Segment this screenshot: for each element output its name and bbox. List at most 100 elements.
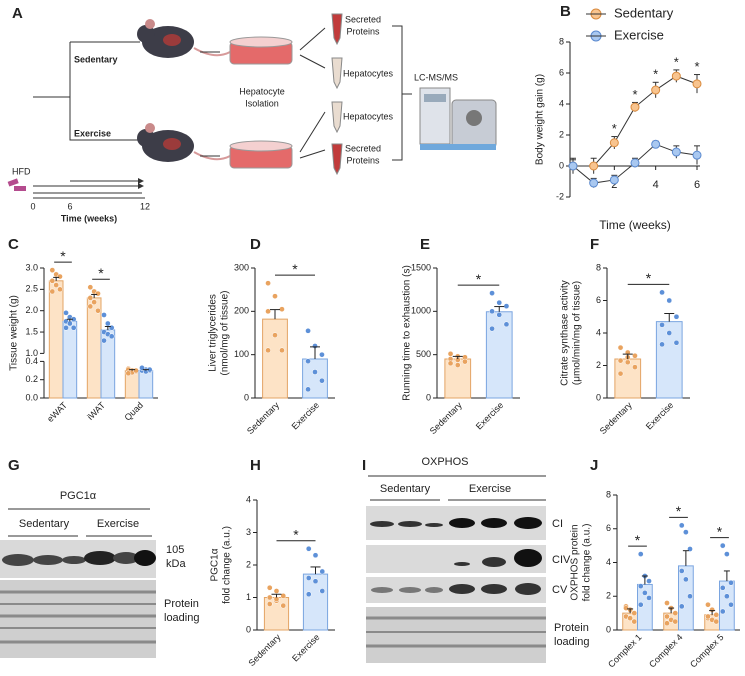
y-tick-label: 6 (606, 523, 611, 533)
panel-label: H (250, 457, 261, 474)
data-point (489, 325, 495, 332)
y-tick-label: 0 (244, 392, 249, 402)
bar (48, 280, 64, 399)
group-label: Sedentary (74, 54, 118, 64)
dish (229, 140, 293, 169)
y-tick-label: 500 (416, 349, 431, 359)
data-point (724, 551, 730, 557)
y-axis-label: fold change (a.u.) (222, 526, 233, 604)
x-tick-label: Exercise (474, 400, 505, 431)
y-axis-label: Liver triglycerides (208, 294, 219, 372)
y-tick-label: 6 (596, 295, 601, 305)
x-tick-label: Exercise (290, 400, 321, 431)
legend-label: Exercise (614, 27, 664, 42)
marker (671, 147, 681, 157)
data-point (87, 303, 94, 310)
data-point (49, 267, 56, 273)
data-point (447, 350, 454, 357)
x-tick-label: 4 (653, 179, 659, 191)
y-axis-label: Citrate synthase activity (560, 280, 571, 386)
group-label: Sedentary (380, 483, 431, 495)
data-point (659, 289, 665, 296)
data-point (672, 610, 679, 616)
y-tick-label: 3 (246, 527, 251, 537)
panel-label: J (590, 457, 598, 474)
data-point (108, 324, 115, 331)
loading-label: loading (554, 636, 589, 648)
y-tick-label: 4 (559, 98, 564, 108)
marker (609, 175, 619, 185)
data-point (642, 590, 648, 596)
data-point (687, 593, 693, 600)
data-point (265, 280, 271, 287)
output-label: Hepatocytes (343, 111, 394, 121)
data-point (101, 312, 107, 318)
data-point (637, 551, 644, 557)
marker (692, 150, 702, 160)
y-axis-label: fold change (a.u.) (582, 524, 593, 602)
x-tick-label: Complex 5 (688, 632, 725, 669)
marker (589, 161, 599, 171)
diet-label: HFD (12, 166, 31, 176)
data-point (489, 308, 495, 315)
panel-label: D (250, 236, 261, 253)
marker (630, 158, 640, 168)
data-point (705, 613, 711, 620)
y-tick-label: 6 (559, 67, 564, 77)
time-tick: 6 (67, 201, 72, 211)
loading-strip (366, 607, 546, 663)
y-tick-label: 0.4 (25, 356, 38, 366)
y-tick-label: 1000 (411, 306, 431, 316)
data-point (724, 593, 730, 600)
group-label: Exercise (97, 518, 139, 530)
data-point (617, 370, 624, 377)
y-axis-label: (μmol/min/mg of tissue) (572, 281, 583, 385)
data-point (617, 357, 624, 364)
data-point (319, 588, 326, 594)
y-tick-label: 0.0 (25, 392, 38, 402)
data-point (719, 608, 726, 615)
data-point (631, 618, 638, 625)
data-point (57, 273, 63, 280)
data-point (496, 299, 503, 306)
data-point (646, 595, 652, 601)
data-point (139, 364, 145, 371)
blot-panel: G PGC1α Sedentary Exercise 105 kDa Prote… (0, 457, 199, 658)
y-tick-label: 300 (234, 262, 249, 272)
data-point (664, 613, 670, 620)
panel-label: C (8, 236, 19, 253)
tube (331, 13, 343, 46)
instrument-label: LC-MS/MS (414, 72, 458, 82)
bands (370, 517, 542, 595)
data-point (637, 601, 644, 608)
data-point (87, 284, 94, 291)
diet-icon (7, 178, 19, 187)
data-point (280, 602, 287, 609)
output-label: Proteins (346, 26, 380, 36)
data-point (133, 367, 139, 374)
y-tick-label: 0 (246, 624, 251, 634)
data-point (57, 286, 63, 293)
time-tick: 12 (140, 201, 150, 211)
data-point (265, 308, 271, 315)
data-point (627, 615, 633, 622)
data-point (728, 601, 734, 608)
data-point (489, 290, 495, 296)
panel-label: A (12, 5, 23, 22)
marker (609, 138, 619, 148)
significance: * (292, 261, 298, 277)
band-label: CIV (552, 554, 571, 566)
protein-label: PGC1α (60, 490, 97, 502)
y-tick-label: 0 (426, 392, 431, 402)
data-point (632, 352, 638, 359)
output-label: Secreted (345, 143, 381, 153)
data-point (678, 522, 685, 529)
data-point (666, 297, 673, 304)
data-point (91, 299, 98, 306)
data-point (305, 327, 311, 334)
data-point (95, 307, 101, 314)
data-point (265, 347, 271, 354)
marker (671, 71, 681, 81)
x-tick-label: Quad (122, 400, 145, 423)
step-label: Isolation (245, 98, 279, 108)
